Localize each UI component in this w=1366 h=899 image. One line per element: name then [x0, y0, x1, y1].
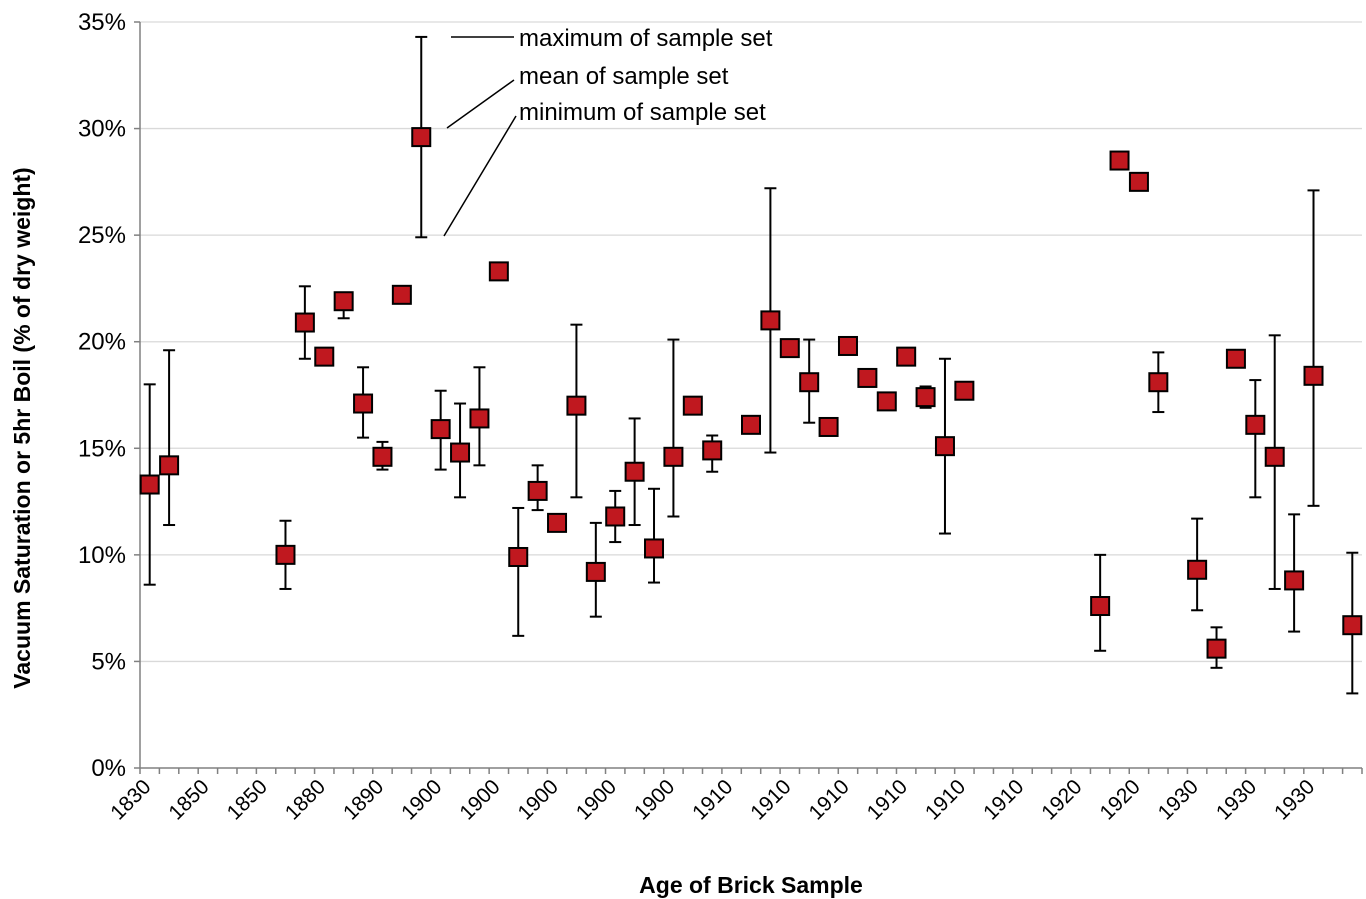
x-tick-label: 1900: [630, 775, 679, 824]
data-point-marker: [624, 461, 645, 482]
y-tick-label: 5%: [91, 648, 126, 675]
data-point-marker: [1187, 559, 1208, 580]
data-point-marker: [294, 312, 315, 333]
data-point-marker: [644, 538, 665, 559]
data-point-marker: [876, 391, 897, 412]
data-point-marker: [1264, 446, 1285, 467]
data-point-marker: [139, 474, 160, 495]
legend-mean-leader: [446, 79, 515, 129]
x-tick-label: 1850: [164, 775, 213, 824]
x-tick-labels: 1830 1850 1850 1880 1890 1900 1900 1900 1900 1900…: [106, 768, 1363, 825]
x-tick-label: 1910: [805, 775, 854, 824]
x-tick-label: 1850: [223, 775, 272, 824]
legend-min-leader: [443, 115, 517, 237]
x-tick-label: 1900: [397, 775, 446, 824]
data-point-marker: [585, 561, 606, 582]
data-point-marker: [159, 455, 180, 476]
y-tick-label: 15%: [78, 435, 126, 462]
data-point-marker: [934, 436, 955, 457]
data-point-marker: [954, 380, 975, 401]
error-bars: [143, 35, 1359, 695]
data-point-marker: [488, 261, 509, 282]
data-point-marker: [741, 414, 761, 435]
x-tick-label: 1900: [514, 775, 563, 824]
data-point-marker: [450, 442, 471, 463]
legend-annotation: maximum of sample set mean of sample set…: [443, 25, 773, 237]
legend-min-label: minimum of sample set: [519, 99, 766, 126]
x-tick-label: 1900: [572, 775, 621, 824]
data-point-marker: [760, 310, 781, 331]
data-point-marker: [314, 346, 335, 367]
data-point-marker: [702, 440, 723, 461]
data-point-marker: [682, 395, 703, 416]
y-tick-label: 10%: [78, 542, 126, 569]
x-tick-label: 1910: [746, 775, 795, 824]
data-point-marker: [469, 408, 490, 429]
x-tick-label: 1920: [1095, 775, 1144, 824]
x-tick-label: 1930: [1154, 775, 1203, 824]
data-point-marker: [527, 480, 548, 501]
data-point-marker: [857, 367, 878, 388]
y-tick-label: 20%: [78, 329, 126, 356]
data-markers: [139, 127, 1363, 659]
data-point-marker: [915, 387, 936, 408]
data-point-marker: [1245, 414, 1266, 435]
data-point-marker: [547, 512, 568, 533]
data-point-marker: [1148, 372, 1169, 393]
data-point-marker: [353, 393, 374, 414]
x-tick-label: 1900: [455, 775, 504, 824]
data-point-marker: [818, 416, 839, 437]
x-tick-label: 1910: [979, 775, 1028, 824]
data-point-marker: [1128, 171, 1149, 192]
axes: [139, 22, 1362, 769]
data-point-marker: [333, 291, 354, 312]
data-point-marker: [1090, 596, 1111, 617]
gridlines: [140, 21, 1362, 663]
data-point-marker: [566, 395, 587, 416]
y-axis-title: Vacuum Saturation or 5hr Boil (% of dry …: [9, 167, 35, 688]
data-point-marker: [391, 284, 412, 305]
x-tick-label: 1830: [106, 775, 155, 824]
data-point-marker: [1303, 365, 1324, 386]
data-point-marker: [1342, 615, 1363, 636]
x-tick-label: 1930: [1212, 775, 1261, 824]
x-tick-label: 1920: [1037, 775, 1086, 824]
legend-max-label: maximum of sample set: [519, 25, 773, 52]
data-point-marker: [663, 446, 684, 467]
y-tick-label: 0%: [91, 755, 126, 782]
data-point-marker: [605, 506, 626, 527]
data-point-marker: [799, 372, 820, 393]
data-point-marker: [275, 544, 296, 565]
data-point-marker: [1225, 348, 1246, 369]
y-tick-label: 35%: [78, 9, 126, 36]
data-point-marker: [1109, 150, 1130, 171]
legend-mean-label: mean of sample set: [519, 63, 729, 90]
x-tick-label: 1910: [921, 775, 970, 824]
y-tick-label: 30%: [78, 116, 126, 143]
y-tick-labels: 0% 5% 10% 15% 20% 25% 30% 35%: [78, 9, 140, 782]
data-point-marker: [508, 546, 529, 567]
data-point-marker: [1206, 638, 1227, 659]
x-tick-label: 1930: [1270, 775, 1319, 824]
x-tick-label: 1890: [339, 775, 388, 824]
x-tick-label: 1910: [688, 775, 737, 824]
x-tick-label: 1910: [863, 775, 912, 824]
data-point-marker: [372, 446, 393, 467]
data-point-marker: [1284, 570, 1305, 591]
data-point-marker: [896, 346, 917, 367]
data-point-marker: [411, 127, 432, 148]
data-point-marker: [779, 338, 800, 359]
y-tick-label: 25%: [78, 222, 126, 249]
data-point-marker: [837, 335, 858, 356]
x-axis-title: Age of Brick Sample: [639, 872, 863, 898]
x-tick-label: 1880: [281, 775, 330, 824]
data-point-marker: [430, 419, 451, 440]
